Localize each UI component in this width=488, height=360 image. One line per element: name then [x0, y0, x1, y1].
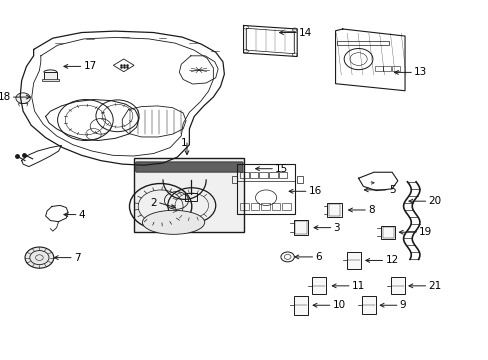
Text: 12: 12 [385, 256, 398, 265]
Bar [237, 164, 294, 213]
Bar [295, 221, 306, 234]
Bar [240, 172, 248, 178]
Text: 21: 21 [427, 281, 441, 291]
Bar [278, 172, 286, 178]
Bar [259, 172, 267, 178]
Text: 7: 7 [74, 253, 81, 262]
Text: 11: 11 [351, 281, 365, 291]
Bar [327, 203, 341, 217]
Bar [293, 220, 307, 235]
Bar [311, 277, 325, 294]
Bar [380, 225, 395, 239]
Text: 3: 3 [333, 222, 340, 233]
Bar [240, 203, 248, 210]
FancyBboxPatch shape [136, 162, 243, 172]
Bar [250, 203, 259, 210]
Text: 2: 2 [150, 198, 157, 208]
Text: 14: 14 [299, 27, 312, 37]
Bar [336, 41, 388, 45]
Bar [382, 226, 393, 238]
Bar [43, 72, 57, 80]
Text: 4: 4 [79, 210, 85, 220]
Bar [249, 172, 258, 178]
Text: 9: 9 [399, 300, 406, 310]
Text: 15: 15 [275, 164, 288, 174]
Text: 16: 16 [308, 186, 321, 196]
Text: 1: 1 [181, 138, 187, 148]
Bar [261, 203, 269, 210]
Text: 6: 6 [315, 252, 322, 262]
Text: 18: 18 [0, 92, 11, 102]
Text: 20: 20 [427, 196, 441, 206]
Text: 17: 17 [83, 62, 97, 71]
Bar [134, 158, 244, 232]
Bar [328, 204, 340, 216]
Bar [271, 203, 280, 210]
Bar [268, 172, 277, 178]
Circle shape [16, 93, 30, 103]
Bar [185, 193, 196, 201]
Bar [41, 79, 59, 81]
Bar [361, 296, 376, 314]
Text: 5: 5 [388, 185, 395, 195]
Text: 10: 10 [332, 300, 345, 310]
Text: 19: 19 [418, 227, 431, 237]
Bar [346, 252, 360, 269]
Bar [282, 203, 290, 210]
Bar [374, 66, 382, 71]
Circle shape [280, 252, 294, 262]
Bar [390, 277, 404, 294]
Bar [383, 66, 390, 71]
Bar [297, 176, 303, 183]
Bar [391, 66, 399, 71]
Bar [293, 296, 307, 315]
Circle shape [25, 247, 54, 268]
Text: 13: 13 [413, 67, 427, 77]
Bar [231, 176, 237, 183]
Ellipse shape [142, 210, 204, 234]
Text: 8: 8 [367, 205, 374, 215]
